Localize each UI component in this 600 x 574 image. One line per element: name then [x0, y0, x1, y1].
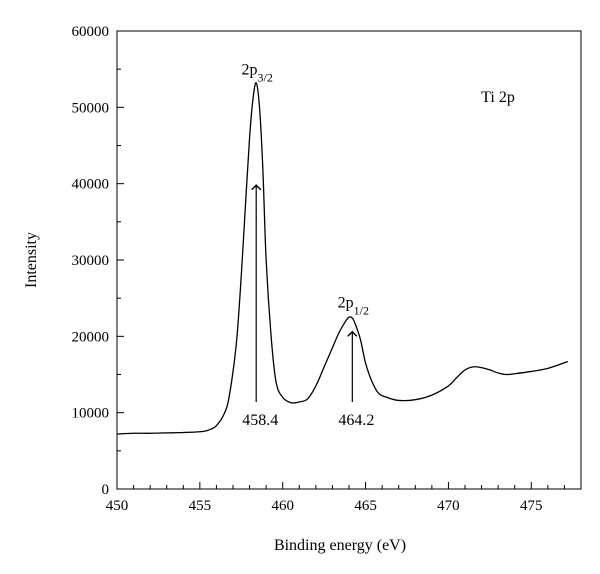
x-tick-label: 460: [271, 498, 294, 514]
y-tick-label: 40000: [72, 177, 110, 193]
y-axis: 0 10000 20000 30000 40000 50000 60000: [72, 24, 124, 498]
y-tick-label: 50000: [72, 100, 110, 116]
y-tick-label: 0: [102, 482, 110, 498]
peak-energy-label: 464.2: [338, 412, 374, 429]
x-tick-label: 475: [520, 498, 543, 514]
y-tick-label: 10000: [72, 406, 110, 422]
x-tick-label: 465: [354, 498, 377, 514]
y-tick-label: 20000: [72, 329, 110, 345]
x-tick-label: 450: [106, 498, 129, 514]
x-axis: 450 455 460 465 470 475: [106, 482, 565, 514]
spectrum-line: [116, 82, 568, 435]
y-tick-label: 30000: [72, 253, 110, 269]
y-axis-title: Intensity: [23, 232, 40, 288]
x-axis-title: Binding energy (eV): [274, 537, 406, 554]
peak-label: 2p3/2: [242, 62, 273, 85]
y-tick-label: 60000: [72, 24, 110, 40]
peak-energy-label: 458.4: [242, 412, 278, 429]
peak-annotations: 2p3/2 458.4 2p1/2 464.2: [242, 62, 375, 429]
peak-label: 2p1/2: [338, 294, 369, 317]
x-tick-label: 455: [189, 498, 212, 514]
x-tick-label: 470: [437, 498, 460, 514]
panel-label: Ti 2p: [481, 89, 515, 106]
